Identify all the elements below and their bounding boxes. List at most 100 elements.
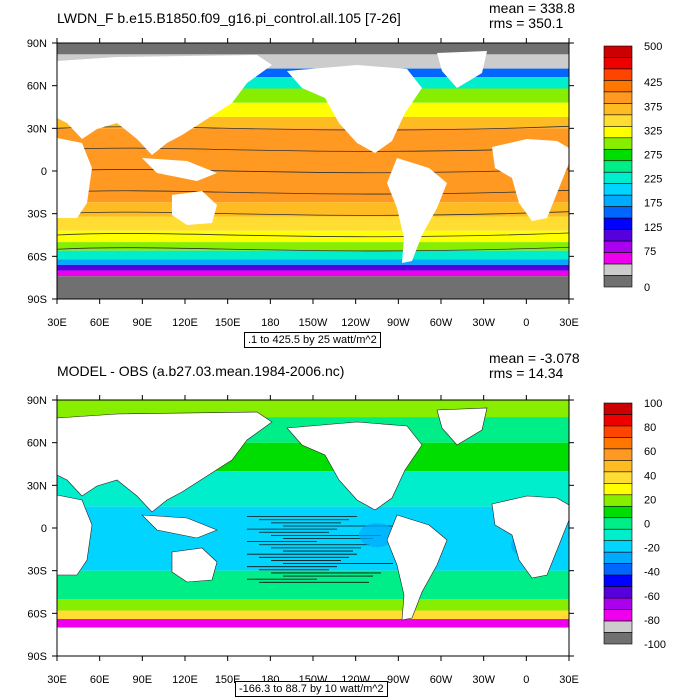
panel-lwdn: LWDN_F b.e15.B1850.f09_g16.pi_control.al… <box>27 0 662 348</box>
colorbar-box <box>603 183 633 196</box>
x-tick-label: 30E <box>559 674 579 686</box>
colorbar-box <box>603 137 633 150</box>
land-arabia-africa-east <box>57 494 93 576</box>
colorbar-box <box>603 252 633 265</box>
colorbar-label: 225 <box>644 174 662 186</box>
colorbar-box <box>603 528 633 542</box>
colorbar-label: 100 <box>644 398 662 410</box>
colorbar-box <box>603 91 633 104</box>
x-tick-label: 30E <box>47 317 67 329</box>
colorbar-box <box>603 471 633 484</box>
field-band <box>57 610 569 620</box>
colorbar-label: 0 <box>644 282 650 294</box>
x-tick-label: 30W <box>472 674 495 686</box>
mean-value: mean = -3.078 <box>489 350 580 366</box>
field-band <box>57 216 569 231</box>
colorbar-label: 40 <box>644 470 656 482</box>
field-band <box>57 202 569 217</box>
x-tick-label: 90E <box>133 674 153 686</box>
land-africa <box>492 139 569 221</box>
field-band <box>57 627 569 656</box>
colorbar-box <box>603 574 633 587</box>
field-band <box>57 116 569 129</box>
colorbar-box <box>603 68 633 81</box>
colorbar-box <box>603 586 633 599</box>
map-plot: 30E 60E 90E 120E 150E 180 150W 120W 90W 60W 30W 0 30… <box>27 38 662 329</box>
colorbar-box <box>603 460 633 473</box>
colorbar-box <box>603 103 633 116</box>
field-band <box>57 264 569 271</box>
colorbar-box <box>603 114 633 127</box>
colorbar-box <box>603 263 633 276</box>
y-tick-label: 30N <box>27 123 47 135</box>
land-africa <box>491 495 569 579</box>
colorbar-box <box>603 632 633 645</box>
land-australia <box>172 191 217 225</box>
colorbar-label: 125 <box>644 222 662 234</box>
map-plot: 30E 60E 90E 120E 150E 180 150W 120W 90W 60W 30W 0 30… <box>27 395 666 686</box>
mean-value: mean = 338.8 <box>489 0 576 16</box>
contour-line <box>57 168 569 174</box>
colorbar-box <box>603 551 633 564</box>
colorbar-label: 175 <box>644 198 662 210</box>
y-tick-label: 60N <box>27 81 47 93</box>
colorbar-label: -100 <box>644 639 666 651</box>
contour-line <box>57 147 569 152</box>
field-band <box>57 270 569 277</box>
field-band <box>57 250 569 260</box>
land-south-america <box>387 158 447 263</box>
colorbar-box <box>603 229 633 242</box>
panel-model-minus-obs: MODEL - OBS (a.b27.03.mean.1984-2006.nc)… <box>0 350 700 700</box>
y-tick-label: 60N <box>27 438 47 450</box>
colorbar-label: 75 <box>644 246 656 258</box>
contour-info-box: .1 to 425.5 by 25 watt/m^2 <box>244 332 381 348</box>
y-tick-label: 0 <box>41 523 47 535</box>
x-tick-label: 120W <box>341 317 370 329</box>
x-tick-label: 90W <box>387 317 410 329</box>
land-greenland <box>436 407 488 446</box>
colorbar-label: 500 <box>644 41 662 53</box>
colorbar-box <box>603 80 633 93</box>
land-maritime-asia <box>141 514 218 539</box>
colorbar-box <box>603 240 633 253</box>
colorbar-box <box>603 275 633 288</box>
rms-value: rms = 14.34 <box>489 365 564 381</box>
x-tick-label: 60E <box>90 674 110 686</box>
colorbar-box <box>603 126 633 139</box>
colorbar-box <box>603 414 633 427</box>
land-north-america <box>287 65 422 153</box>
colorbar-label: -60 <box>644 591 660 603</box>
x-tick-label: 60E <box>90 317 110 329</box>
land-europe-asia <box>57 411 273 513</box>
colorbar-box <box>603 217 633 230</box>
colorbar-box <box>603 171 633 185</box>
colorbar-label: 80 <box>644 422 656 434</box>
colorbar-label: -40 <box>644 567 660 579</box>
colorbar-label: 60 <box>644 446 656 458</box>
colorbar-box <box>603 425 633 438</box>
panel-title: LWDN_F b.e15.B1850.f09_g16.pi_control.al… <box>57 10 401 26</box>
colorbar-box <box>603 57 633 70</box>
colorbar-box <box>603 402 633 415</box>
colorbar-box <box>603 483 633 496</box>
contour-line <box>57 189 569 195</box>
colorbar-box <box>603 160 633 173</box>
colorbar-label: -80 <box>644 615 660 627</box>
x-tick-label: 150E <box>215 317 241 329</box>
field-band <box>57 259 569 265</box>
anomaly-blob <box>359 523 395 548</box>
colorbar-box <box>603 437 633 450</box>
colorbar-box <box>603 148 633 162</box>
panel-title: MODEL - OBS (a.b27.03.mean.1984-2006.nc) <box>57 363 345 379</box>
field-band <box>57 242 569 251</box>
contour-info-box: -166.3 to 88.7 by 10 watt/m^2 <box>235 681 388 697</box>
colorbar-box <box>603 505 633 519</box>
land-north-america <box>286 421 423 511</box>
colorbar-box <box>603 563 633 576</box>
contour-line <box>57 211 569 216</box>
land-greenland <box>437 51 487 88</box>
x-tick-label: 60W <box>430 674 453 686</box>
colorbar-box <box>603 494 633 507</box>
rms-value: rms = 350.1 <box>489 15 564 31</box>
x-tick-label: 120E <box>172 674 198 686</box>
